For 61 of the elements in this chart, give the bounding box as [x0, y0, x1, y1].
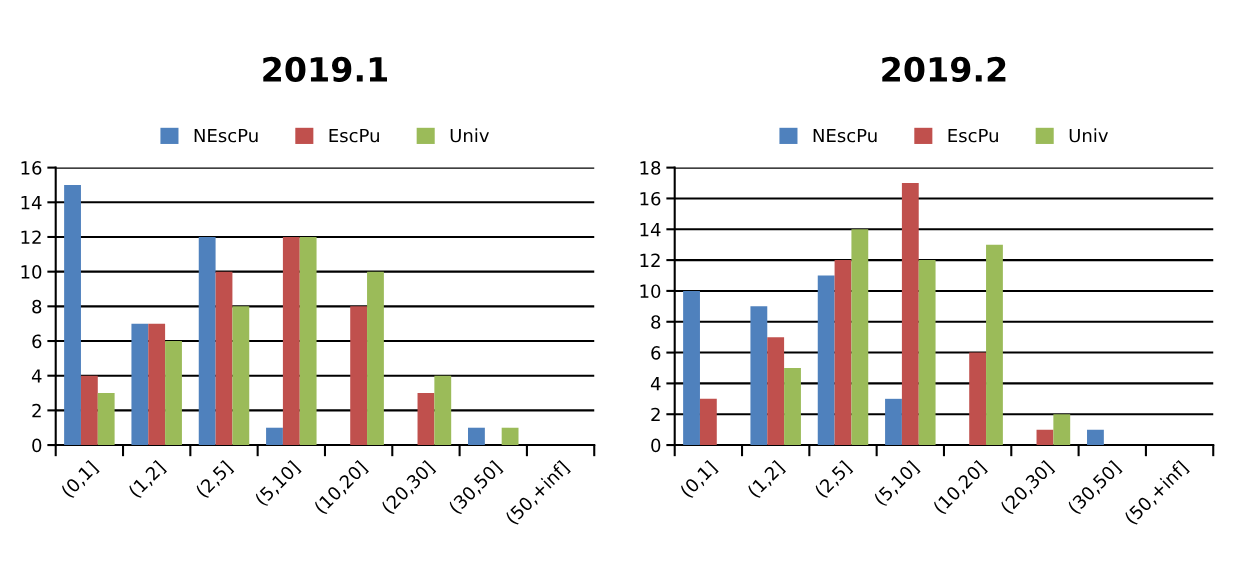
- legend-label: Univ: [450, 128, 489, 143]
- y-tick-label: 4: [31, 369, 42, 383]
- y-tick-label: 12: [21, 230, 41, 244]
- bar: [232, 306, 250, 446]
- bar: [299, 236, 317, 446]
- y-tick-label: 4: [650, 377, 661, 391]
- bar: [750, 306, 768, 446]
- bar: [969, 352, 987, 446]
- bar: [817, 275, 835, 446]
- y-tick-label: 6: [32, 334, 42, 349]
- y-tick-label: 16: [640, 191, 661, 206]
- y-tick-label: 0: [651, 438, 661, 453]
- bar: [165, 341, 182, 446]
- bar: [97, 393, 115, 446]
- bar: [918, 260, 936, 446]
- y-tick-label: 14: [21, 196, 42, 210]
- y-tick-label: 2: [651, 407, 660, 422]
- bar: [885, 398, 902, 446]
- bar: [80, 375, 98, 446]
- chart-title: 2019.2: [882, 56, 1006, 82]
- bar: [683, 290, 700, 446]
- bar: [215, 271, 233, 446]
- y-tick-label: 6: [651, 346, 661, 360]
- bar: [434, 375, 452, 446]
- bar: [198, 236, 216, 446]
- y-tick-label: 16: [21, 161, 42, 175]
- bar: [784, 367, 801, 446]
- bar: [266, 427, 283, 446]
- bar: [901, 183, 919, 446]
- bar: [1087, 429, 1104, 446]
- y-tick-label: 14: [640, 222, 661, 237]
- bar: [131, 323, 149, 446]
- bar: [834, 260, 852, 446]
- bar: [767, 337, 785, 446]
- y-tick-label: 10: [640, 284, 661, 299]
- bar: [501, 427, 519, 446]
- legend-label: EscPu: [329, 128, 379, 143]
- bar: [851, 229, 869, 446]
- legend-label: NEscPu: [194, 128, 258, 143]
- y-tick-label: 18: [640, 161, 661, 175]
- bar: [417, 393, 435, 446]
- bar: [282, 236, 300, 446]
- bar: [148, 323, 166, 446]
- bar: [1036, 429, 1054, 446]
- bar: [64, 184, 81, 446]
- y-tick-label: 2: [32, 403, 41, 418]
- legend-label: NEscPu: [813, 128, 877, 143]
- legend-label: Univ: [1069, 128, 1108, 143]
- legend-label: EscPu: [948, 128, 998, 143]
- y-tick-label: 12: [640, 253, 660, 267]
- bar: [986, 244, 1003, 446]
- bar: [367, 271, 384, 446]
- bar: [1053, 414, 1071, 446]
- y-tick-label: 10: [21, 265, 42, 279]
- chart-title: 2019.1: [263, 56, 387, 82]
- bar: [699, 398, 717, 446]
- bar: [350, 306, 368, 446]
- y-tick-label: 8: [32, 299, 42, 314]
- bar: [468, 427, 485, 446]
- y-tick-label: 0: [32, 438, 42, 453]
- y-tick-label: 8: [651, 315, 661, 329]
